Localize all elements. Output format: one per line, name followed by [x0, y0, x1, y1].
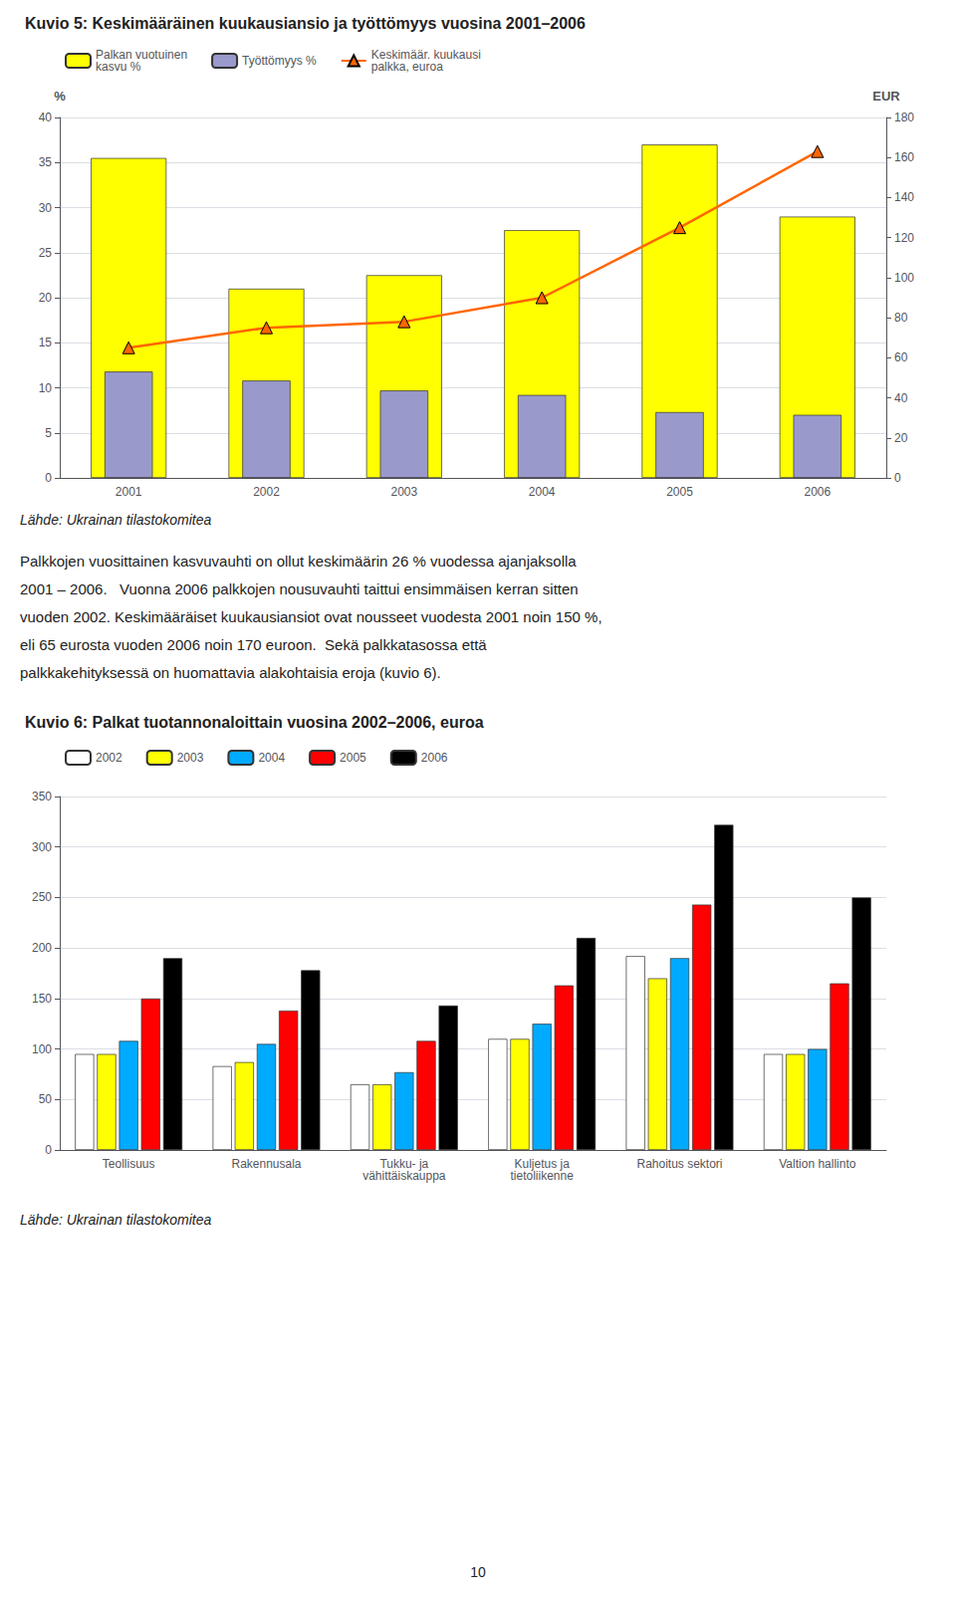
svg-text:Palkan vuotuinen: Palkan vuotuinen	[95, 47, 188, 62]
svg-text:%: %	[53, 88, 66, 104]
svg-text:250: 250	[31, 890, 52, 905]
svg-text:10: 10	[470, 1564, 486, 1581]
svg-text:300: 300	[31, 840, 52, 855]
svg-text:Lähde: Ukrainan tilastokomitea: Lähde: Ukrainan tilastokomitea	[19, 511, 212, 528]
svg-text:2001 – 2006. Vuonna 2006 pal: 2001 – 2006. Vuonna 2006 palkkojen nousu…	[19, 580, 579, 598]
svg-text:200: 200	[31, 941, 52, 956]
svg-text:160: 160	[894, 150, 915, 165]
svg-text:palkkakehityksessä on huomatta: palkkakehityksessä on huomattavia alakoh…	[19, 664, 442, 682]
svg-text:Tukku- ja: Tukku- ja	[379, 1157, 429, 1172]
svg-text:Rahoitus sektori: Rahoitus sektori	[636, 1157, 722, 1172]
svg-text:40: 40	[38, 110, 53, 125]
svg-text:vähittäiskauppa: vähittäiskauppa	[362, 1169, 447, 1184]
svg-text:20: 20	[894, 431, 909, 446]
svg-text:2001: 2001	[115, 484, 143, 499]
svg-text:0: 0	[44, 1143, 52, 1158]
svg-text:2004: 2004	[257, 750, 285, 765]
svg-text:Kuvio 5: Keskimääräinen kuukau: Kuvio 5: Keskimääräinen kuukausiansio ja…	[24, 14, 586, 32]
svg-text:Kuvio 6: Palkat tuotannonaloit: Kuvio 6: Palkat tuotannonaloittain vuosi…	[24, 714, 484, 731]
svg-text:Kuljetus ja: Kuljetus ja	[514, 1157, 570, 1172]
svg-text:120: 120	[894, 231, 915, 245]
svg-text:150: 150	[31, 991, 52, 1006]
svg-text:100: 100	[31, 1042, 52, 1057]
svg-text:40: 40	[894, 391, 909, 406]
svg-text:palkka, euroa: palkka, euroa	[371, 59, 444, 74]
svg-text:15: 15	[38, 335, 53, 350]
svg-text:2004: 2004	[528, 484, 556, 499]
svg-text:350: 350	[31, 789, 52, 804]
svg-text:0: 0	[894, 471, 902, 485]
svg-text:2002: 2002	[252, 484, 280, 499]
svg-text:2006: 2006	[421, 750, 449, 765]
svg-text:0: 0	[44, 471, 52, 485]
svg-text:Lähde: Ukrainan tilastokomitea: Lähde: Ukrainan tilastokomitea	[19, 1211, 212, 1228]
svg-text:Keskimäär. kuukausi: Keskimäär. kuukausi	[371, 47, 481, 62]
svg-text:50: 50	[38, 1092, 53, 1107]
svg-text:80: 80	[894, 310, 909, 325]
svg-text:20: 20	[38, 290, 53, 305]
svg-text:140: 140	[894, 190, 915, 205]
svg-text:eli 65 eurosta vuoden 2006 noi: eli 65 eurosta vuoden 2006 noin 170 euro…	[19, 636, 487, 654]
svg-text:2005: 2005	[666, 484, 694, 499]
svg-text:kasvu %: kasvu %	[95, 59, 142, 74]
svg-text:2005: 2005	[339, 750, 367, 765]
svg-text:Rakennusala: Rakennusala	[231, 1157, 301, 1172]
svg-text:35: 35	[38, 155, 53, 170]
svg-text:vuoden 2002. Keskimääräiset ku: vuoden 2002. Keskimääräiset kuukausiansi…	[19, 608, 603, 626]
svg-text:10: 10	[38, 381, 53, 396]
svg-text:2003: 2003	[390, 484, 418, 499]
svg-text:EUR: EUR	[872, 88, 901, 104]
svg-text:tietoliikenne: tietoliikenne	[509, 1169, 574, 1184]
svg-text:2006: 2006	[803, 484, 831, 499]
svg-text:180: 180	[894, 110, 915, 125]
svg-text:100: 100	[894, 270, 915, 285]
svg-text:Työttömyys %: Työttömyys %	[241, 53, 317, 68]
svg-text:25: 25	[38, 245, 53, 260]
svg-text:5: 5	[44, 426, 52, 441]
svg-text:Teollisuus: Teollisuus	[102, 1157, 156, 1172]
svg-text:Palkkojen vuosittainen kasvuva: Palkkojen vuosittainen kasvuvauhti on ol…	[19, 552, 577, 570]
svg-text:30: 30	[38, 201, 53, 216]
svg-text:60: 60	[894, 350, 909, 365]
svg-text:2003: 2003	[177, 750, 205, 765]
svg-text:Valtion hallinto: Valtion hallinto	[778, 1157, 856, 1172]
svg-text:2002: 2002	[95, 750, 123, 765]
